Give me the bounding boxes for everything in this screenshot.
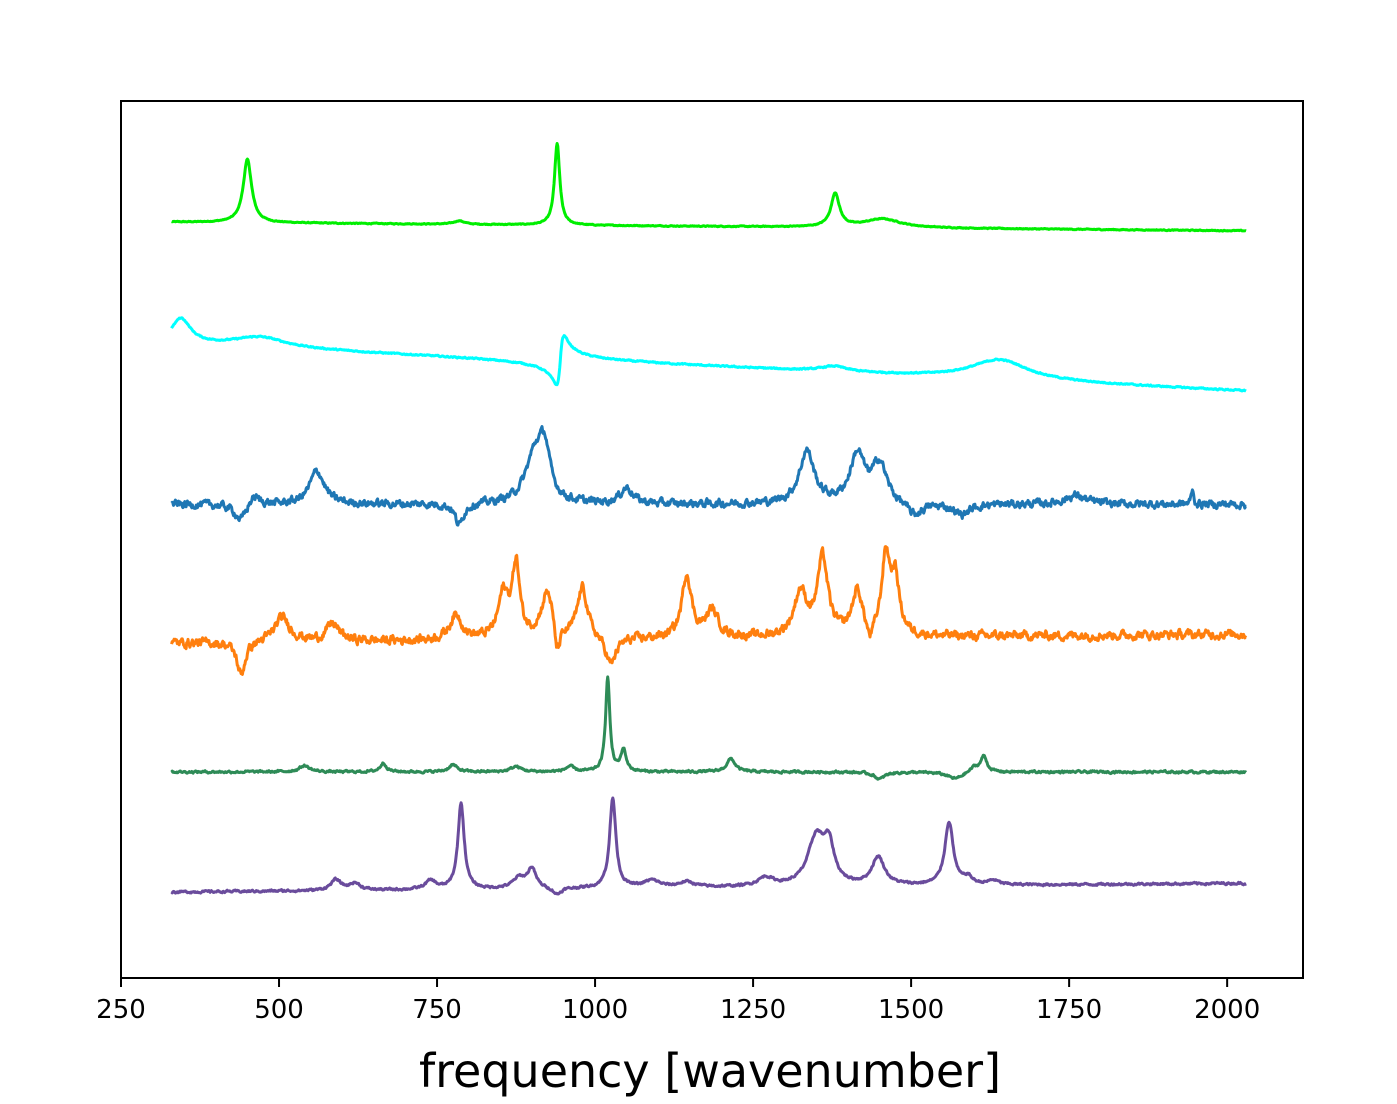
x-tick-label: 500 [254,995,304,1025]
x-tick-label: 1500 [878,995,944,1025]
series-layer [170,142,1248,896]
x-axis-ticks: 250 500 750 1000 1250 1500 1750 2000 [96,978,1260,1025]
plot-frame [120,100,1304,979]
spectrum-line-5 [170,675,1248,781]
spectrum-line-4 [170,545,1248,676]
spectrum-line-6 [170,796,1247,896]
x-tick-label: 1750 [1036,995,1102,1025]
x-tick-label: 1250 [720,995,786,1025]
x-tick-label: 2000 [1194,995,1260,1025]
x-tick-label: 1000 [562,995,628,1025]
spectrum-line-1 [170,142,1247,233]
x-tick-label: 250 [96,995,146,1025]
x-axis-title: frequency [wavenumber] [419,1044,1001,1098]
x-tick-label: 750 [412,995,462,1025]
spectrum-line-3 [170,425,1247,527]
spectrum-line-2 [170,316,1247,393]
